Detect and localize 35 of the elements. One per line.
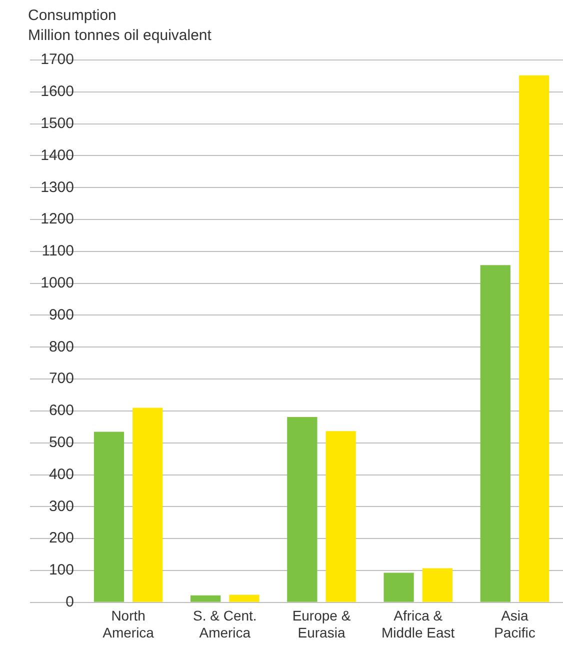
bar [94,432,124,602]
y-tick-label: 300 [48,498,74,515]
y-tick-label: 600 [48,402,74,420]
bar [518,75,550,602]
y-tick-label: 100 [48,562,74,579]
x-tick-label: North America [102,608,154,640]
x-tick-label: Europe & Eurasia [292,608,352,640]
y-tick-label: 1100 [42,242,74,260]
bar [132,408,163,602]
y-tick-label: 400 [48,466,74,483]
bar [229,594,260,602]
x-tick-label: S. & Cent. America [192,608,257,640]
y-tick-label: 1700 [40,51,74,68]
x-tick-label: Asia Pacific [494,608,536,640]
bar [190,595,221,602]
bar [287,417,318,602]
x-tick-label: Africa & Middle East [382,608,455,640]
y-tick-label: 200 [48,530,74,547]
chart-subtitle: Million tonnes oil equivalent [28,26,212,46]
y-tick-label: 1200 [40,210,74,228]
y-tick-label: 0 [66,594,74,611]
bar [422,568,452,602]
y-tick-label: 1600 [40,83,74,100]
y-tick-label: 1400 [40,146,74,164]
y-tick-label: 800 [48,338,74,356]
bar [326,431,356,602]
bar [480,265,510,602]
y-tick-label: 1300 [40,178,74,196]
y-tick-label: 700 [48,370,74,388]
y-tick-label: 900 [48,306,74,324]
y-tick-label: 1500 [40,114,74,132]
bar [384,572,414,602]
chart-title: Consumption [28,6,118,26]
y-tick-label: 500 [48,434,74,452]
y-tick-label: 1000 [40,274,74,292]
